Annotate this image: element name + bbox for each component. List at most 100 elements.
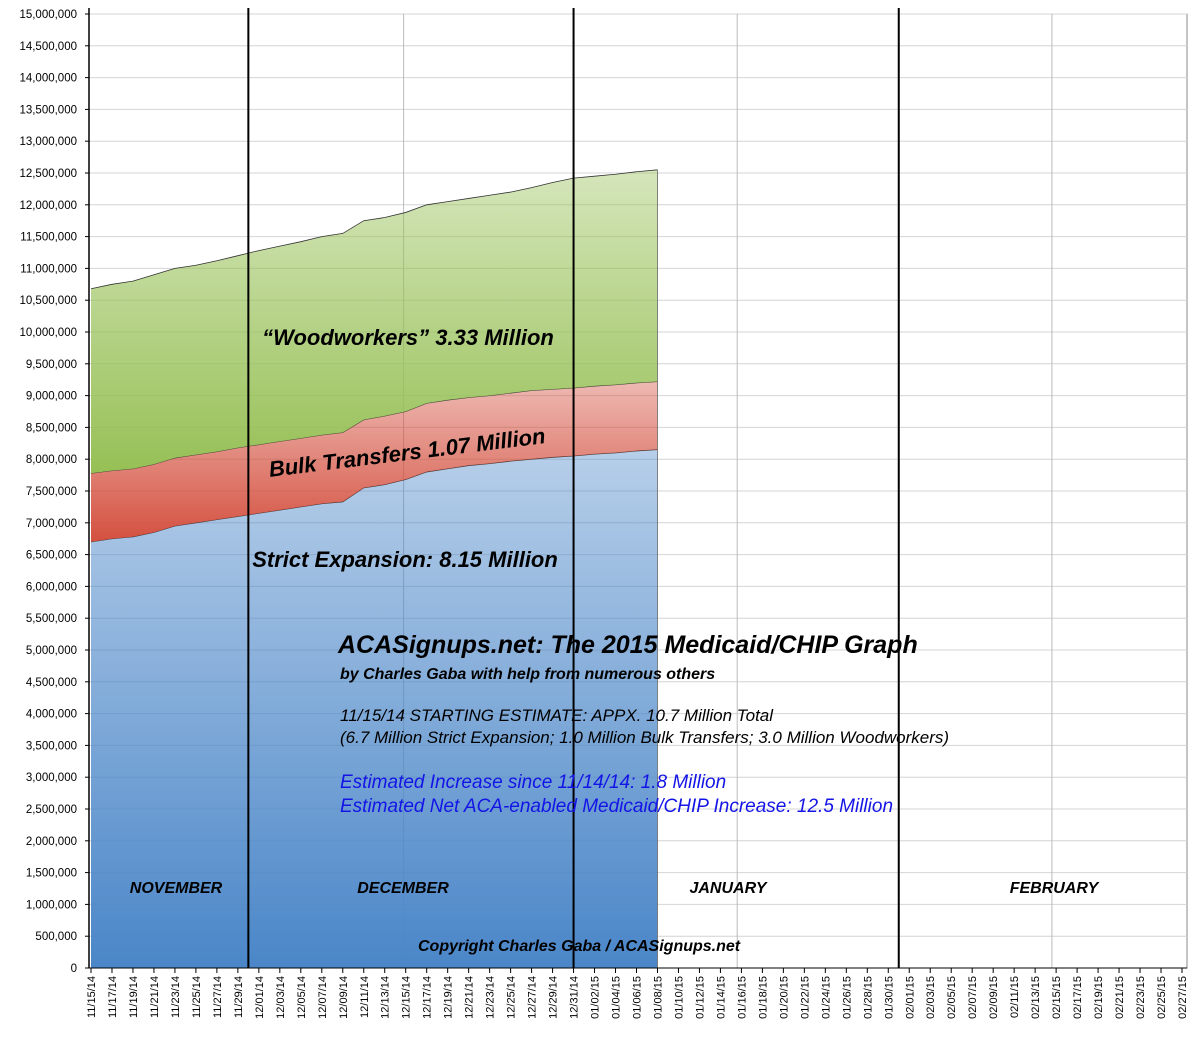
y-tick-label: 6,000,000 <box>26 581 77 593</box>
x-tick-label: 02/23/15 <box>1135 976 1147 1019</box>
y-tick-label: 0 <box>71 963 77 975</box>
x-tick-label: 01/12/15 <box>694 976 706 1019</box>
x-tick-label: 12/19/14 <box>443 976 455 1019</box>
chart-title: ACASignups.net: The 2015 Medicaid/CHIP G… <box>337 631 918 659</box>
y-tick-label: 13,500,000 <box>19 104 77 116</box>
x-tick-label: 01/04/15 <box>611 976 623 1019</box>
y-tick-label: 14,000,000 <box>19 73 77 85</box>
y-tick-label: 13,000,000 <box>19 136 77 148</box>
y-tick-label: 2,500,000 <box>26 804 77 816</box>
x-tick-label: 02/05/15 <box>946 976 958 1019</box>
x-tick-label: 02/27/15 <box>1177 976 1189 1019</box>
x-tick-label: 01/10/15 <box>673 976 685 1019</box>
month-label: DECEMBER <box>357 880 449 897</box>
x-tick-label: 02/07/15 <box>967 976 979 1019</box>
x-tick-label: 12/11/14 <box>359 976 371 1018</box>
x-tick-label: 12/17/14 <box>422 976 434 1019</box>
x-tick-label: 12/29/14 <box>548 976 560 1019</box>
y-tick-label: 3,500,000 <box>26 740 77 752</box>
x-tick-label: 11/17/14 <box>107 976 119 1018</box>
x-tick-label: 01/08/15 <box>652 976 664 1019</box>
x-tick-label: 01/16/15 <box>736 976 748 1019</box>
x-tick-label: 12/15/14 <box>401 976 413 1019</box>
x-tick-label: 02/21/15 <box>1114 976 1126 1019</box>
y-tick-label: 12,500,000 <box>19 168 77 180</box>
x-tick-label: 01/02/15 <box>590 976 602 1019</box>
y-tick-label: 4,000,000 <box>26 709 77 721</box>
x-tick-label: 01/26/15 <box>841 976 853 1019</box>
y-tick-label: 14,500,000 <box>19 41 77 53</box>
x-tick-label: 02/09/15 <box>988 976 1000 1019</box>
y-tick-label: 15,000,000 <box>19 9 77 21</box>
highlight: Estimated Net ACA-enabled Medicaid/CHIP … <box>340 796 893 817</box>
area <box>91 169 658 474</box>
x-tick-label: 12/23/14 <box>485 976 497 1019</box>
x-tick-label: 12/07/14 <box>317 976 329 1019</box>
y-tick-label: 11,000,000 <box>20 263 77 275</box>
subtitle: by Charles Gaba with help from numerous … <box>340 666 715 683</box>
x-tick-label: 01/18/15 <box>757 976 769 1019</box>
x-tick-label: 01/20/15 <box>778 976 790 1019</box>
x-tick-label: 02/11/15 <box>1009 976 1021 1018</box>
note: (6.7 Million Strict Expansion; 1.0 Milli… <box>340 728 949 747</box>
series-label: “Woodworkers” 3.33 Million <box>262 325 554 350</box>
area-edge <box>90 381 658 474</box>
x-tick-label: 11/27/14 <box>212 976 224 1018</box>
y-tick-label: 10,000,000 <box>19 327 77 339</box>
x-tick-label: 12/25/14 <box>506 976 518 1019</box>
x-tick-label: 11/25/14 <box>191 976 203 1018</box>
y-tick-label: 1,000,000 <box>26 899 77 911</box>
x-tick-label: 01/06/15 <box>632 976 644 1019</box>
y-tick-label: 500,000 <box>35 931 77 943</box>
y-tick-label: 9,500,000 <box>26 359 77 371</box>
y-tick-label: 5,000,000 <box>26 645 77 657</box>
area <box>91 449 658 968</box>
series-label: Strict Expansion: 8.15 Million <box>252 547 558 572</box>
x-tick-label: 01/14/15 <box>715 976 727 1019</box>
areas <box>90 169 658 968</box>
x-tick-label: 01/22/15 <box>799 976 811 1019</box>
x-tick-label: 12/21/14 <box>464 976 476 1019</box>
highlight: Estimated Increase since 11/14/14: 1.8 M… <box>340 772 726 793</box>
x-tick-label: 02/15/15 <box>1051 976 1063 1019</box>
y-tick-label: 7,000,000 <box>26 518 77 530</box>
x-tick-label: 11/29/14 <box>233 976 245 1018</box>
y-tick-label: 6,500,000 <box>26 550 77 562</box>
x-tick-label: 01/28/15 <box>862 976 874 1019</box>
note: 11/15/14 STARTING ESTIMATE: APPX. 10.7 M… <box>340 706 774 725</box>
x-tick-label: 02/25/15 <box>1156 976 1168 1019</box>
y-tick-label: 1,500,000 <box>26 868 77 880</box>
x-tick-label: 01/24/15 <box>820 976 832 1019</box>
x-tick-label: 12/09/14 <box>338 976 350 1019</box>
x-tick-label: 12/27/14 <box>527 976 539 1019</box>
x-tick-label: 02/17/15 <box>1072 976 1084 1019</box>
y-tick-label: 3,000,000 <box>26 772 77 784</box>
y-tick-label: 10,500,000 <box>19 295 77 307</box>
area <box>91 381 658 542</box>
x-tick-label: 02/13/15 <box>1030 976 1042 1019</box>
x-tick-label: 02/01/15 <box>904 976 916 1019</box>
y-tick-label: 11,500,000 <box>20 232 77 244</box>
month-label: FEBRUARY <box>1010 880 1100 897</box>
y-tick-label: 5,500,000 <box>26 613 77 625</box>
x-tick-label: 12/05/14 <box>296 976 308 1019</box>
y-tick-label: 2,000,000 <box>26 836 77 848</box>
copyright: Copyright Charles Gaba / ACASignups.net <box>418 938 741 955</box>
x-tick-label: 12/31/14 <box>569 976 581 1019</box>
x-tick-label: 02/03/15 <box>925 976 937 1019</box>
x-tick-label: 12/03/14 <box>275 976 287 1019</box>
overlay: NOVEMBER DECEMBER JANUARY FEBRUARY “Woodwork… <box>88 8 1187 969</box>
x-tick-label: 11/23/14 <box>170 976 182 1018</box>
x-tick-label: 11/19/14 <box>128 976 140 1018</box>
area-edge <box>90 449 658 543</box>
x-tick-label: 12/01/14 <box>254 976 266 1019</box>
month-label: JANUARY <box>689 880 767 897</box>
x-tick-label: 12/13/14 <box>380 976 392 1019</box>
y-tick-label: 7,500,000 <box>26 486 77 498</box>
month-label: NOVEMBER <box>130 880 223 897</box>
x-tick-label: 02/19/15 <box>1093 976 1105 1019</box>
y-tick-label: 8,500,000 <box>26 422 77 434</box>
x-tick-label: 11/21/14 <box>149 976 161 1018</box>
